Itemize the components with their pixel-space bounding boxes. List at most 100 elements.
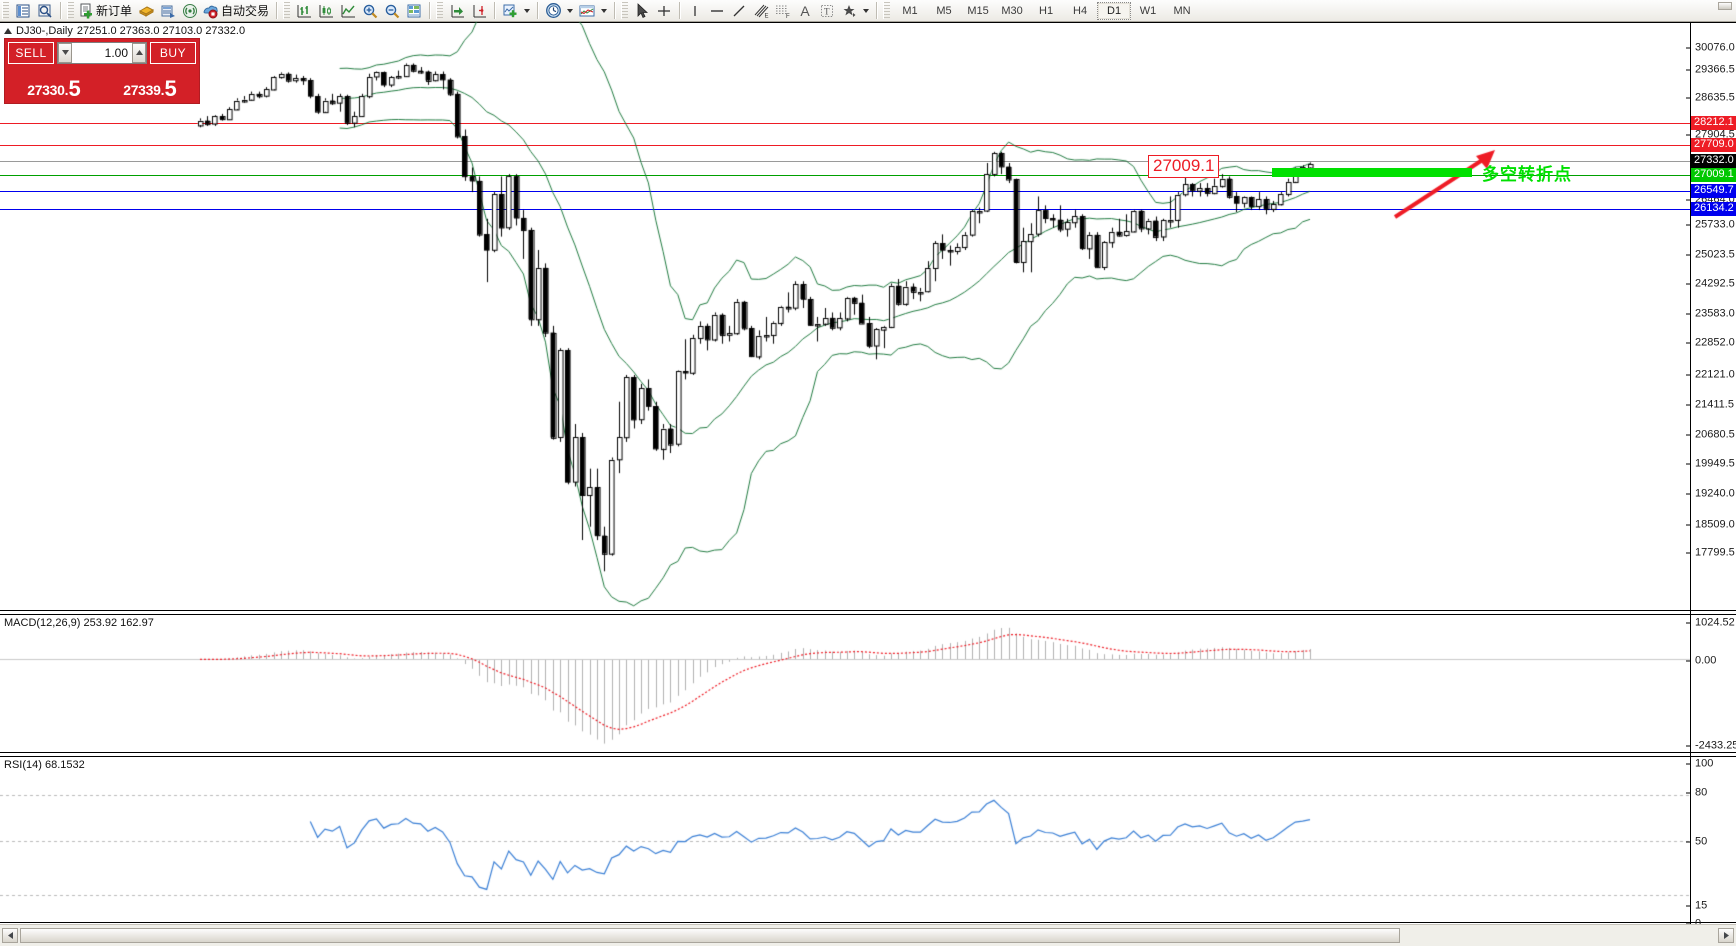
buy-button[interactable]: BUY xyxy=(150,41,196,64)
autotrading-button[interactable]: 自动交易 xyxy=(201,1,272,21)
auto-scroll-icon[interactable] xyxy=(446,1,468,21)
toolbar-grip[interactable] xyxy=(283,2,291,19)
price-axis-tick: 20680.5 xyxy=(1686,429,1735,441)
price-axis-tick: 27904.5 xyxy=(1686,129,1735,141)
buy-price-integer: 27339 xyxy=(123,82,161,98)
cursor-arrow-icon[interactable] xyxy=(631,1,653,21)
timeframe-w1[interactable]: W1 xyxy=(1139,4,1157,17)
scrollbar-thumb[interactable] xyxy=(20,928,1400,943)
period-clock-icon[interactable] xyxy=(542,1,564,21)
one-click-trading-panel[interactable]: SELL 1.00 BUY 27330 . 5 27339 . 5 xyxy=(4,38,200,104)
new-window-icon[interactable] xyxy=(12,1,34,21)
price-axis-tick: 22121.0 xyxy=(1686,369,1735,381)
horizontal-line-icon[interactable] xyxy=(706,1,728,21)
chevron-down-icon[interactable] xyxy=(863,8,870,13)
chinese-annotation-label[interactable]: 多空转折点 xyxy=(1482,165,1572,185)
timeframe-m1[interactable]: M1 xyxy=(902,4,918,17)
symbol-ohlc: 27251.0 27363.0 27103.0 27332.0 xyxy=(76,25,246,37)
arrows-icon[interactable] xyxy=(838,1,860,21)
volume-value[interactable]: 1.00 xyxy=(104,45,128,60)
templates-icon[interactable] xyxy=(576,1,598,21)
chart-bottom-border xyxy=(0,922,1736,923)
price-label-27332-0[interactable]: 27332.0 xyxy=(1691,154,1736,168)
vertical-line-icon[interactable] xyxy=(684,1,706,21)
buy-price-decimal: 5 xyxy=(164,76,177,101)
timeframe-m5[interactable]: M5 xyxy=(936,4,952,17)
timeframe-m15[interactable]: M15 xyxy=(967,4,989,17)
macd-axis-tick: 0.00 xyxy=(1686,655,1716,667)
green-highlight-band[interactable] xyxy=(1272,168,1472,177)
macd-indicator-label: MACD(12,26,9) 253.92 162.97 xyxy=(4,617,154,629)
market-watch-icon[interactable] xyxy=(34,1,56,21)
price-axis-tick: 24292.5 xyxy=(1686,278,1735,290)
toolbar-grip[interactable] xyxy=(67,2,74,19)
new-order-label: 新订单 xyxy=(96,4,133,18)
timeframe-m30[interactable]: M30 xyxy=(1001,4,1023,17)
toolbar-separator xyxy=(494,2,496,19)
chevron-down-icon[interactable] xyxy=(601,8,608,13)
candlestick-canvas[interactable] xyxy=(0,22,1690,922)
new-order-button[interactable]: 新订单 xyxy=(77,1,135,21)
price-axis-tick: 19240.0 xyxy=(1686,488,1735,500)
trendline-icon[interactable] xyxy=(728,1,750,21)
metaeditor-icon[interactable] xyxy=(135,1,157,21)
price-label-26549-7[interactable]: 26549.7 xyxy=(1691,184,1736,198)
scroll-left-button[interactable] xyxy=(2,928,18,943)
timeframe-mn[interactable]: MN xyxy=(1173,4,1191,17)
buy-price[interactable]: 27339 . 5 xyxy=(104,66,196,100)
toolbar-separator xyxy=(429,2,431,19)
chart-area[interactable]: 27009.1 多空转折点 MACD(12,26,9) 253.92 162.9… xyxy=(0,22,1736,946)
horizontal-scrollbar[interactable] xyxy=(0,924,1736,946)
zoom-in-icon[interactable] xyxy=(359,1,381,21)
fibonacci-retracement-icon[interactable]: F xyxy=(772,1,794,21)
line-chart-icon[interactable] xyxy=(337,1,359,21)
signals-icon[interactable] xyxy=(179,1,201,21)
scroll-right-button[interactable] xyxy=(1718,928,1734,943)
sell-button[interactable]: SELL xyxy=(8,41,54,64)
equidistant-channel-icon[interactable]: E xyxy=(750,1,772,21)
sell-price[interactable]: 27330 . 5 xyxy=(8,66,100,100)
volume-increment-button[interactable] xyxy=(132,42,146,63)
timeframe-group: M1 M5 M15 M30 H1 H4 D1 W1 MN xyxy=(893,1,1199,20)
chevron-down-icon[interactable] xyxy=(524,8,531,13)
price-axis-line xyxy=(1690,22,1691,924)
macd-axis-tick: -2433.25 xyxy=(1686,740,1736,752)
toolbar-grip[interactable] xyxy=(883,2,891,19)
timeframe-h4[interactable]: H4 xyxy=(1073,4,1088,17)
toolbar-grip[interactable] xyxy=(2,2,9,19)
volume-decrement-button[interactable] xyxy=(58,42,72,63)
rsi-pane-top-border-2 xyxy=(0,756,1736,757)
macd-pane-top-border-2 xyxy=(0,614,1736,615)
data-window-icon[interactable] xyxy=(403,1,425,21)
collapse-triangle-icon[interactable] xyxy=(4,28,12,34)
price-label-28212-1[interactable]: 28212.1 xyxy=(1691,116,1736,130)
price-annotation-label[interactable]: 27009.1 xyxy=(1148,155,1220,178)
rsi-pane-top-border xyxy=(0,752,1736,753)
chevron-down-icon[interactable] xyxy=(567,8,574,13)
price-axis-tick: 30076.0 xyxy=(1686,42,1735,54)
bar-chart-icon[interactable] xyxy=(293,1,315,21)
symbol-info-bar: DJ30-,Daily 27251.0 27363.0 27103.0 2733… xyxy=(4,25,245,37)
timeframe-h1[interactable]: H1 xyxy=(1039,4,1054,17)
volume-stepper[interactable]: 1.00 xyxy=(57,41,147,64)
crosshair-icon[interactable] xyxy=(653,1,675,21)
text-label-icon[interactable]: T xyxy=(816,1,838,21)
toolbar-grip[interactable] xyxy=(436,2,444,19)
add-indicator-icon[interactable] xyxy=(499,1,521,21)
zoom-out-icon[interactable] xyxy=(381,1,403,21)
toolbar-grip[interactable] xyxy=(621,2,629,19)
buy-price-separator: . xyxy=(160,82,165,98)
price-label-27009-1[interactable]: 27009.1 xyxy=(1691,168,1736,182)
timeframe-d1[interactable]: D1 xyxy=(1097,1,1132,20)
one-click-trading-header: SELL 1.00 BUY xyxy=(5,39,199,66)
text-icon[interactable]: A xyxy=(800,2,810,19)
price-label-26134-2[interactable]: 26134.2 xyxy=(1691,202,1736,216)
candlestick-chart-icon[interactable] xyxy=(315,1,337,21)
price-axis-tick: 19949.5 xyxy=(1686,458,1735,470)
chart-shift-icon[interactable] xyxy=(468,1,490,21)
chart-scroll-thumb-top[interactable] xyxy=(1718,2,1732,10)
navigator-icon[interactable] xyxy=(157,1,179,21)
main-toolbar: 新订单 xyxy=(0,0,1736,22)
price-axis-tick: 22852.0 xyxy=(1686,337,1735,349)
price-label-27709-0[interactable]: 27709.0 xyxy=(1691,138,1736,152)
